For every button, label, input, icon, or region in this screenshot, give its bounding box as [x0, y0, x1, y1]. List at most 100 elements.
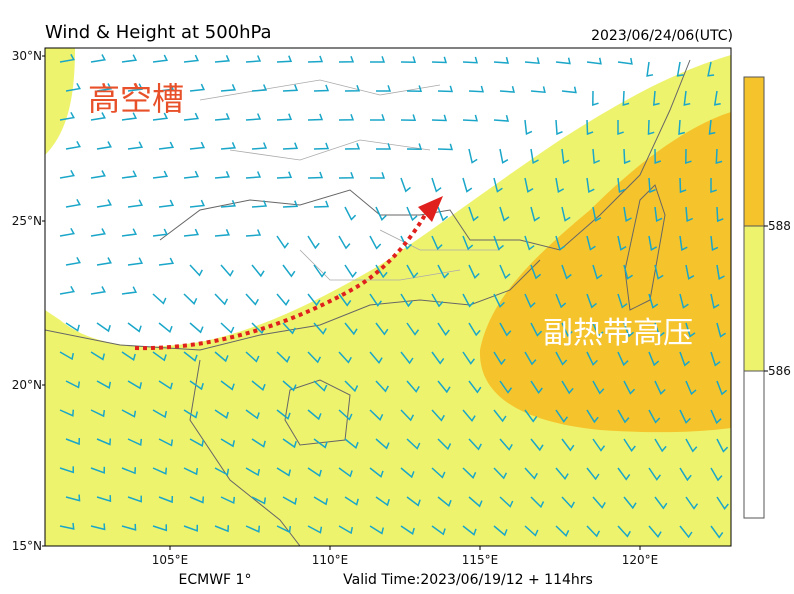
- wind-barb: [499, 438, 513, 451]
- wind-barb: [679, 235, 688, 252]
- yellow-patch: [45, 48, 75, 155]
- wind-barb: [648, 177, 656, 194]
- white-area: [45, 48, 731, 347]
- wind-barb: [313, 380, 328, 392]
- wind-barb: [96, 380, 112, 389]
- wind-barb: [499, 148, 509, 164]
- wind-barb: [654, 322, 665, 338]
- wind-barb: [214, 409, 229, 420]
- wind-barb: [59, 351, 75, 361]
- wind-barb: [375, 496, 390, 507]
- wind-barb: [90, 409, 106, 418]
- wind-barb: [462, 525, 477, 536]
- wind-barb: [158, 380, 173, 390]
- wind-barb: [555, 409, 568, 423]
- wind-barb: [561, 322, 573, 337]
- wind-barb: [214, 171, 231, 179]
- wind-barb: [307, 467, 322, 478]
- wind-barb: [59, 522, 75, 530]
- wind-barb: [592, 148, 600, 165]
- wind-barb: [121, 467, 137, 475]
- wind-barb: [555, 119, 563, 136]
- wind-barb: [493, 235, 504, 251]
- wind-barb: [716, 496, 729, 510]
- wind-barb: [462, 177, 473, 193]
- wind-barb: [369, 351, 383, 364]
- wind-barb: [127, 380, 143, 390]
- wind-barb: [437, 143, 454, 151]
- wind-barb: [431, 409, 445, 422]
- wind-barb: [555, 235, 566, 251]
- wind-barb: [592, 438, 606, 452]
- wind-barb: [530, 206, 541, 222]
- wind-barb: [406, 85, 423, 92]
- wind-barb: [406, 143, 423, 150]
- wind-barb: [344, 142, 361, 150]
- wind-barb: [369, 409, 384, 421]
- wind-barb: [313, 200, 330, 208]
- wind-barb: [623, 322, 635, 338]
- wind-barb: [189, 83, 206, 92]
- wind-barb: [183, 112, 200, 121]
- wind-barb: [617, 351, 629, 367]
- wind-barb: [679, 409, 691, 424]
- wind-barb: [437, 496, 452, 508]
- wind-barb: [96, 257, 112, 266]
- wind-barb: [437, 322, 450, 336]
- wind-barb: [245, 171, 262, 179]
- wind-barb: [158, 322, 173, 334]
- wind-barb: [96, 83, 112, 92]
- wind-barb: [344, 206, 357, 221]
- wind-barb: [617, 409, 630, 424]
- wind-barb: [127, 199, 144, 208]
- wind-barb: [710, 525, 724, 539]
- wind-barb: [710, 178, 717, 194]
- wind-barb: [313, 264, 327, 278]
- wind-barb: [676, 61, 684, 77]
- wind-barb: [121, 54, 138, 63]
- wind-barb: [524, 467, 538, 480]
- wind-barb: [406, 322, 420, 336]
- wind-barb: [679, 467, 692, 482]
- wind-barb: [431, 114, 448, 122]
- wind-barb: [437, 264, 450, 279]
- wind-barb: [313, 84, 330, 92]
- wind-barb: [65, 380, 81, 389]
- wind-barb: [183, 467, 199, 476]
- wind-barb: [338, 351, 352, 364]
- wind-barb: [96, 199, 112, 208]
- wind-barb: [276, 525, 292, 534]
- wind-barb: [251, 264, 265, 278]
- wind-barb: [251, 200, 268, 208]
- wind-barb: [524, 177, 534, 193]
- wind-barb: [307, 171, 324, 179]
- wind-barb: [313, 322, 327, 335]
- wind-barb: [96, 495, 112, 503]
- wind-barb: [462, 409, 476, 422]
- wind-barb: [400, 467, 415, 479]
- wind-barb: [555, 467, 569, 480]
- wind-barb: [214, 55, 231, 63]
- wind-barb: [713, 90, 721, 106]
- wind-barb: [251, 438, 266, 448]
- wind-barb: [152, 351, 167, 362]
- wind-barb: [251, 496, 267, 505]
- wind-barb: [59, 111, 75, 121]
- wind-barb: [158, 495, 174, 504]
- wind-barb: [493, 467, 508, 480]
- wind-barb: [220, 264, 234, 277]
- wind-barb: [344, 496, 359, 506]
- wind-barb: [183, 170, 200, 179]
- wind-barb: [654, 264, 664, 280]
- wind-barb: [152, 467, 168, 475]
- wind-barb: [90, 351, 106, 361]
- wind-barb: [431, 467, 446, 479]
- wind-barb: [183, 228, 200, 237]
- borders: [199, 79, 500, 281]
- wind-barb: [370, 56, 386, 63]
- wind-barb: [555, 525, 570, 537]
- wind-barb: [152, 293, 167, 305]
- wind-barb: [158, 438, 174, 447]
- wind-barb: [220, 322, 235, 334]
- wind-barb: [524, 57, 540, 65]
